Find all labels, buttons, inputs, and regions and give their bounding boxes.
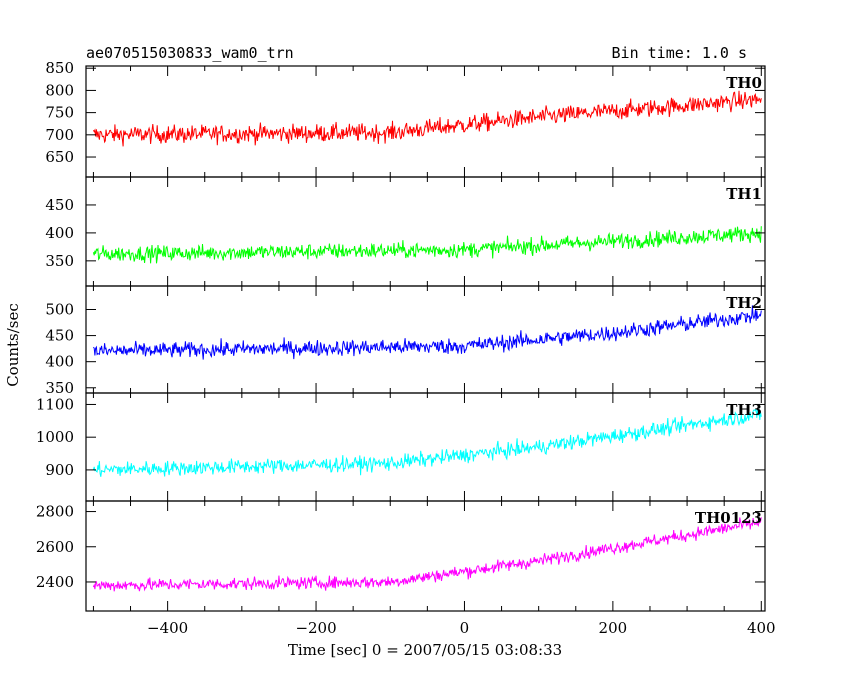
bin-time: Bin time: 1.0 s xyxy=(611,44,747,62)
series-th1 xyxy=(92,226,762,264)
panel-frame xyxy=(85,176,766,287)
y-tick-label: 750 xyxy=(45,104,74,122)
y-tick-label: 350 xyxy=(45,252,74,270)
y-tick-label: 400 xyxy=(45,224,74,242)
panel-label: TH3 xyxy=(726,401,762,419)
title: ae070515030833_wam0_trn xyxy=(86,44,294,62)
panel-label: TH0 xyxy=(726,74,762,92)
x-tick-label: −200 xyxy=(295,619,336,637)
panel-label: TH0123 xyxy=(695,509,762,527)
series-th0123 xyxy=(92,517,762,592)
y-tick-label: 850 xyxy=(45,59,74,77)
y-tick-label: 2400 xyxy=(36,573,74,591)
panel-th0: 650 700 750 800 850 TH0 xyxy=(45,59,766,178)
y-tick-label: 450 xyxy=(45,196,74,214)
series-th3 xyxy=(92,408,762,477)
series-th2 xyxy=(93,305,762,360)
y-tick-label: 900 xyxy=(45,461,74,479)
y-tick-label: 2800 xyxy=(36,503,74,521)
y-tick-label: 450 xyxy=(45,327,74,345)
y-tick-label: 1000 xyxy=(36,428,74,446)
panel-frame xyxy=(85,285,766,394)
y-tick-label: 1100 xyxy=(36,395,74,413)
x-tick-label: −400 xyxy=(147,619,188,637)
series-th0 xyxy=(92,90,762,147)
panel-label: TH1 xyxy=(726,185,762,203)
y-tick-label: 400 xyxy=(45,353,74,371)
y-tick-label: 650 xyxy=(45,148,74,166)
panel-frame xyxy=(85,500,766,612)
x-axis-label: Time [sec] 0 = 2007/05/15 03:08:33 xyxy=(288,641,562,659)
panel-th1: 350 400 450 TH1 xyxy=(45,176,766,287)
y-tick-label: 700 xyxy=(45,126,74,144)
y-axis-label: Counts/sec xyxy=(4,303,22,387)
y-tick-label: 2600 xyxy=(36,538,74,556)
y-tick-label: 500 xyxy=(45,300,74,318)
y-tick-label: 800 xyxy=(45,81,74,99)
panel-frame xyxy=(85,392,766,502)
panel-frame xyxy=(85,65,766,178)
y-tick-label: 350 xyxy=(45,379,74,397)
x-tick-label: 200 xyxy=(599,619,628,637)
panel-th3: 900 1000 1100 TH3 xyxy=(36,392,766,502)
x-tick-label: 400 xyxy=(747,619,776,637)
panel-th0123: 2400 2600 2800 TH0123 xyxy=(36,500,766,612)
x-tick-label: 0 xyxy=(460,619,470,637)
panel-th2: 350 400 450 500 TH2 xyxy=(45,285,766,397)
panel-label: TH2 xyxy=(726,294,762,312)
